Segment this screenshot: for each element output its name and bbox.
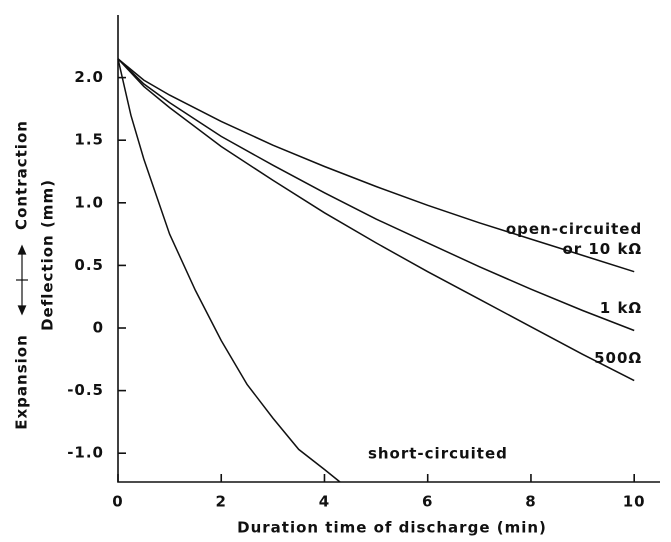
y-tick-label: 2.0 bbox=[74, 68, 104, 86]
curve-label: short-circuited bbox=[368, 445, 508, 463]
x-tick-label: 2 bbox=[216, 493, 227, 511]
direction-arrow bbox=[16, 244, 28, 316]
curve-label: or 10 kΩ bbox=[562, 240, 642, 258]
x-tick-label: 0 bbox=[112, 493, 123, 511]
y-tick-label: -0.5 bbox=[67, 381, 104, 399]
x-tick-label: 10 bbox=[623, 493, 646, 511]
y-tick-label: -1.0 bbox=[67, 444, 104, 462]
curve-label: 1 kΩ bbox=[600, 299, 642, 317]
y-axis-label: Deflection (mm) bbox=[39, 179, 57, 331]
y-axis-label-up: Contraction bbox=[13, 120, 31, 230]
y-tick-label: 0 bbox=[93, 319, 104, 337]
y-tick-label: 1.0 bbox=[74, 193, 104, 211]
y-tick-label: 0.5 bbox=[74, 256, 104, 274]
curve-label: open-circuited bbox=[506, 220, 642, 238]
x-axis-label: Duration time of discharge (min) bbox=[237, 519, 547, 537]
curve bbox=[117, 58, 635, 273]
x-tick-label: 8 bbox=[525, 493, 536, 511]
y-tick-label: 1.5 bbox=[74, 131, 104, 149]
curve bbox=[117, 58, 341, 483]
curve-label: 500Ω bbox=[594, 349, 642, 367]
x-tick-label: 4 bbox=[319, 493, 330, 511]
curve bbox=[117, 58, 635, 382]
y-axis-label-down: Expansion bbox=[13, 334, 31, 430]
curve bbox=[117, 58, 635, 332]
x-tick-label: 6 bbox=[422, 493, 433, 511]
